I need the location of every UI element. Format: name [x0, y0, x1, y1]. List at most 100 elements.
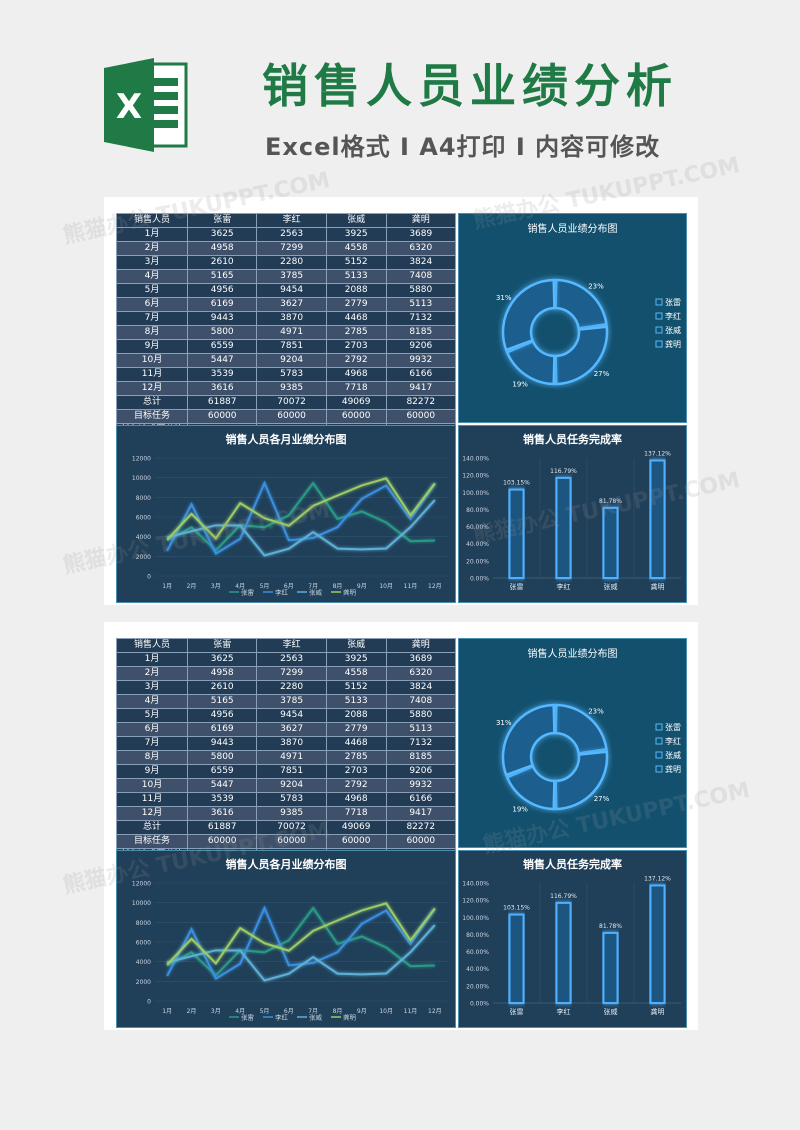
table-cell: 6166: [385, 792, 457, 807]
table-cell: 6559: [186, 339, 258, 354]
table-cell: 7299: [256, 241, 327, 256]
donut-slice-label: 27%: [594, 795, 610, 803]
donut-slice-label: 19%: [512, 805, 528, 813]
line-chart-title: 销售人员各月业绩分布图: [225, 858, 347, 871]
y-tick-label: 40.00%: [466, 966, 489, 973]
bar-data-label: 103.15%: [503, 905, 530, 912]
table-cell: 10月: [116, 353, 188, 368]
table-header-cell: 龚明: [385, 213, 457, 228]
donut-legend-label: 张威: [665, 750, 681, 760]
donut-slice: [554, 278, 608, 330]
donut-slice: [501, 278, 556, 352]
x-tick-label: 12月: [428, 1008, 442, 1015]
y-tick-label: 120.00%: [462, 898, 489, 905]
table-row: 1月 3625 2563 3925 3689: [116, 652, 457, 667]
table-cell: 5113: [385, 297, 457, 312]
table-cell: 3785: [256, 269, 327, 284]
table-header-cell: 销售人员: [116, 213, 188, 228]
x-tick-label: 8月: [333, 583, 343, 590]
x-tick-label: 张雷: [510, 582, 524, 591]
table-cell: 1月: [116, 227, 188, 242]
table-header-row: 销售人员 张雷 李红 张威 龚明: [116, 638, 457, 653]
bar-data-label: 137.12%: [644, 450, 671, 457]
table-row: 6月 6169 3627 2779 5113: [116, 297, 457, 312]
table-cell: 4956: [186, 708, 258, 723]
line-chart: 0 2000 4000 6000 8000 10000 12000 1月 2月 3月 4月 5月 6月 7…: [132, 881, 447, 1022]
x-tick-label: 6月: [284, 583, 294, 590]
table-cell: 3625: [186, 227, 258, 242]
table-cell: 2月: [116, 241, 188, 256]
y-tick-label: 80.00%: [466, 932, 489, 939]
bar: [602, 931, 619, 1004]
series-line: [166, 477, 436, 541]
line-legend-label: 张威: [309, 588, 323, 597]
table-cell: 3539: [186, 792, 258, 807]
bar-chart: 0.00% 20.00% 40.00% 60.00% 80.00% 100.00% 120.…: [462, 875, 681, 1016]
bar: [508, 913, 525, 1004]
table-row: 4月 5165 3785 5133 7408: [116, 694, 457, 709]
y-tick-label: 100.00%: [462, 915, 489, 922]
table-cell: 5447: [186, 778, 258, 793]
table-cell: 10月: [116, 778, 188, 793]
table-cell: 9454: [256, 708, 327, 723]
bar-chart-panel: 销售人员任务完成率 0.00% 20.00% 40.00% 60.00% 80.00% 10…: [458, 850, 687, 1028]
table-cell: 5113: [385, 722, 457, 737]
table-cell: 2088: [325, 708, 387, 723]
x-tick-label: 4月: [235, 1008, 245, 1015]
x-tick-label: 6月: [284, 1008, 294, 1015]
table-cell: 60000: [186, 409, 258, 424]
table-cell: 4956: [186, 283, 258, 298]
y-tick-label: 140.00%: [462, 881, 489, 888]
table-row: 2月 4958 7299 4558 6320: [116, 241, 457, 256]
table-row: 6月 6169 3627 2779 5113: [116, 722, 457, 737]
series-line: [166, 924, 436, 982]
bar-chart-title: 销售人员任务完成率: [523, 858, 622, 871]
bar-data-label: 103.15%: [503, 480, 530, 487]
line-legend-label: 龚明: [343, 588, 357, 597]
table-cell: 6169: [186, 297, 258, 312]
table-row: 10月 5447 9204 2792 9932: [116, 353, 457, 368]
y-tick-label: 4000: [136, 534, 151, 541]
y-tick-label: 0.00%: [470, 576, 489, 583]
table-cell: 9385: [256, 806, 327, 821]
y-tick-label: 100.00%: [462, 490, 489, 497]
table-cell: 2610: [186, 255, 258, 270]
x-tick-label: 2月: [187, 583, 197, 590]
donut-chart-title: 销售人员业绩分布图: [527, 224, 618, 235]
table-cell: 9月: [116, 339, 188, 354]
series-line: [166, 499, 436, 557]
table-cell: 2792: [325, 778, 387, 793]
table-cell: 2779: [325, 297, 387, 312]
donut-legend-label: 龚明: [665, 339, 681, 349]
y-tick-label: 60.00%: [466, 949, 489, 956]
table-cell: 9932: [385, 353, 457, 368]
bar-data-label: 81.78%: [599, 498, 622, 505]
table-cell: 5165: [186, 269, 258, 284]
x-tick-label: 5月: [260, 583, 270, 590]
table-row: 目标任务 60000 60000 60000 60000: [116, 834, 457, 849]
table-cell: 目标任务: [116, 409, 188, 424]
page-title: 销售人员业绩分析: [262, 59, 678, 113]
excel-icon: X: [104, 58, 188, 152]
legend-swatch: [655, 298, 663, 306]
x-tick-label: 9月: [357, 583, 367, 590]
donut-slice-label: 31%: [496, 719, 512, 727]
x-tick-label: 龚明: [651, 582, 665, 591]
donut-chart-panel: 销售人员业绩分布图 23% 27% 19% 31% 张雷 李红 张威 龚明: [458, 213, 687, 423]
table-cell: 4558: [325, 666, 387, 681]
bar-chart-panel: 销售人员任务完成率 0.00% 20.00% 40.00% 60.00% 80.00% 10…: [458, 425, 687, 603]
table-row: 11月 3539 5783 4968 6166: [116, 792, 457, 807]
table-cell: 3616: [186, 381, 258, 396]
table-cell: 2610: [186, 680, 258, 695]
table-cell: 2280: [256, 680, 327, 695]
legend-swatch: [655, 751, 663, 759]
table-row: 3月 2610 2280 5152 3824: [116, 680, 457, 695]
donut-slice-label: 19%: [512, 380, 528, 388]
table-cell: 7132: [385, 311, 457, 326]
table-cell: 5152: [325, 680, 387, 695]
table-row: 11月 3539 5783 4968 6166: [116, 367, 457, 382]
table-cell: 5447: [186, 353, 258, 368]
table-cell: 7408: [385, 694, 457, 709]
table-cell: 12月: [116, 381, 188, 396]
